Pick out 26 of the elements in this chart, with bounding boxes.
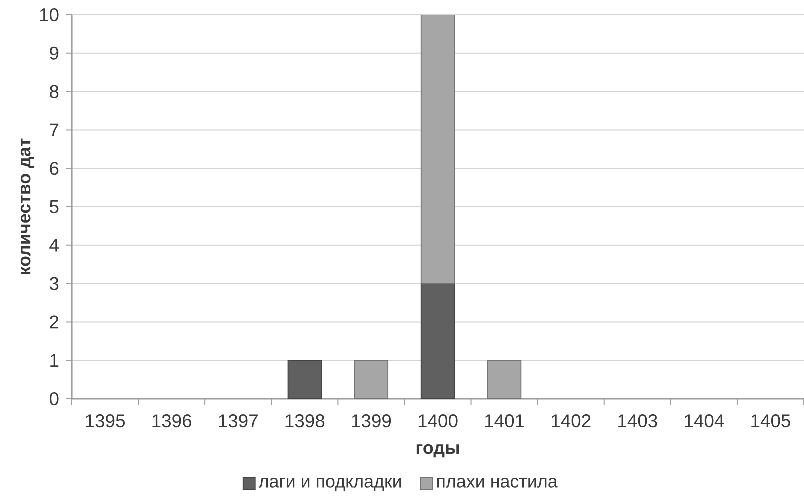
x-axis-title: годы — [416, 444, 460, 458]
y-tick-label: 7 — [50, 124, 59, 137]
y-tick-label: 5 — [50, 200, 59, 214]
y-tick-label: 9 — [50, 46, 59, 60]
y-tick-label: 1 — [50, 354, 59, 367]
x-tick-label: 1397 — [219, 414, 258, 428]
y-tick-label: 3 — [50, 277, 59, 290]
legend-label: лаги и подкладки — [258, 478, 402, 492]
x-tick-label: 1404 — [685, 414, 724, 428]
y-axis-title: количество дат — [20, 138, 34, 274]
y-tick-label: 8 — [50, 85, 59, 98]
y-tick-label: 10 — [40, 8, 59, 22]
legend-label: плахи настила — [437, 478, 558, 488]
x-tick-label: 1395 — [86, 414, 125, 428]
x-tick-label: 1399 — [352, 414, 392, 428]
x-tick-label: 1401 — [485, 414, 524, 428]
y-tick-label: 0 — [50, 392, 59, 406]
x-tick-label: 1405 — [752, 414, 790, 428]
x-tick-label: 1396 — [152, 414, 192, 428]
x-tick-label: 1403 — [618, 414, 658, 428]
x-tick-label: 1398 — [286, 414, 325, 428]
y-tick-label: 4 — [50, 239, 59, 252]
y-tick-label: 6 — [50, 162, 59, 176]
x-tick-label: 1400 — [418, 414, 458, 428]
y-tick-label: 2 — [50, 316, 59, 329]
x-tick-label: 1402 — [552, 414, 591, 428]
